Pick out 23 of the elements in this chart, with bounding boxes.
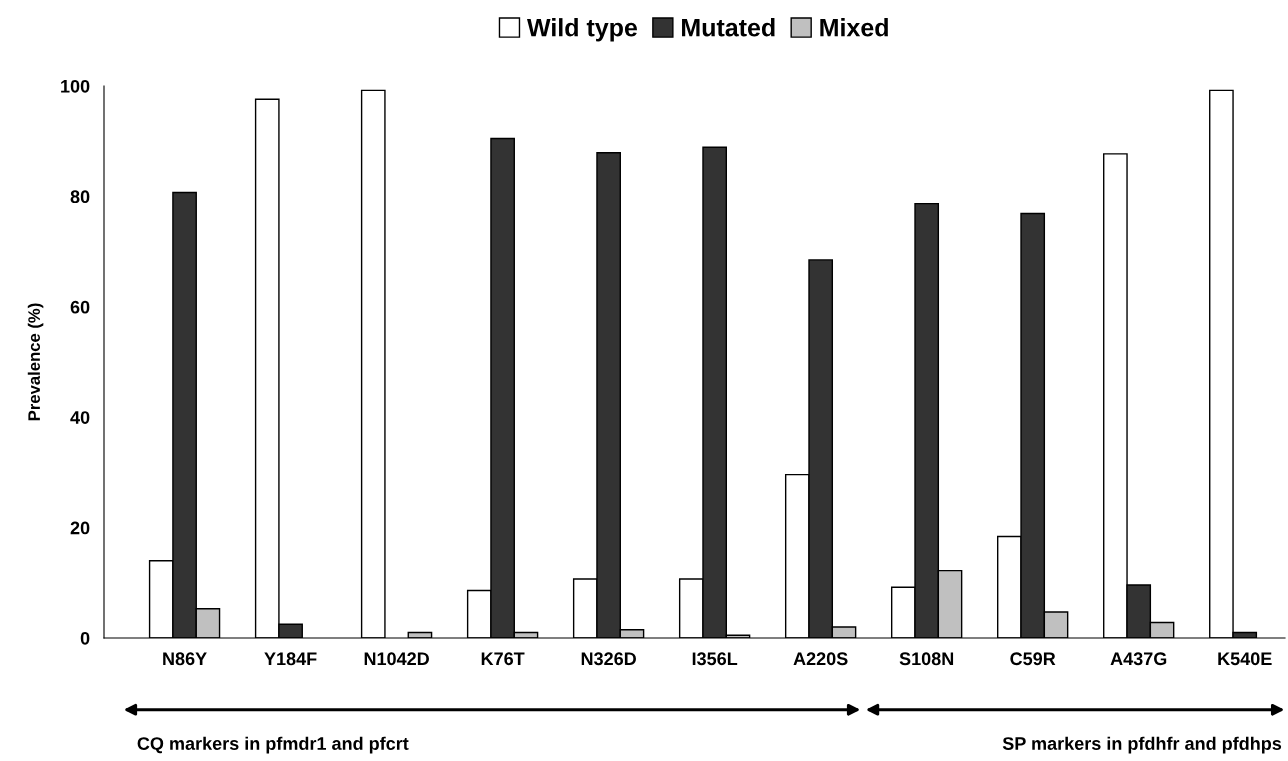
x-tick-label: Y184F bbox=[264, 652, 317, 666]
x-tick-label: A220S bbox=[793, 652, 848, 666]
legend-label: Mixed bbox=[820, 18, 888, 37]
x-tick-label: N326D bbox=[581, 652, 636, 666]
x-tick-label: C59R bbox=[1010, 652, 1056, 666]
legend-label: Mutated bbox=[682, 18, 775, 37]
x-tick-label: N86Y bbox=[163, 652, 207, 666]
text: CQ markers in pfmdr1 and pfcrt bbox=[137, 736, 409, 754]
y-tick-label: 80 bbox=[70, 190, 90, 204]
y-tick-label: 0 bbox=[80, 631, 90, 645]
x-tick-label: N1042D bbox=[364, 652, 429, 666]
x-tick-label: I356L bbox=[692, 652, 738, 666]
x-tick-label: S108N bbox=[899, 652, 954, 666]
legend-label: Wild type bbox=[527, 18, 638, 42]
y-tick-label: 100 bbox=[61, 79, 90, 93]
x-tick-label: A437G bbox=[1110, 652, 1167, 666]
y-tick-label: 20 bbox=[70, 521, 90, 535]
text: SP markers in pfdhfr and pfdhps bbox=[1002, 736, 1282, 754]
x-tick-label: K76T bbox=[481, 652, 525, 666]
y-axis-title: Prevalence (%) bbox=[27, 303, 44, 421]
y-tick-label: 60 bbox=[70, 300, 90, 314]
x-tick-label: K540E bbox=[1218, 652, 1272, 666]
y-tick-label: 40 bbox=[70, 411, 90, 424]
